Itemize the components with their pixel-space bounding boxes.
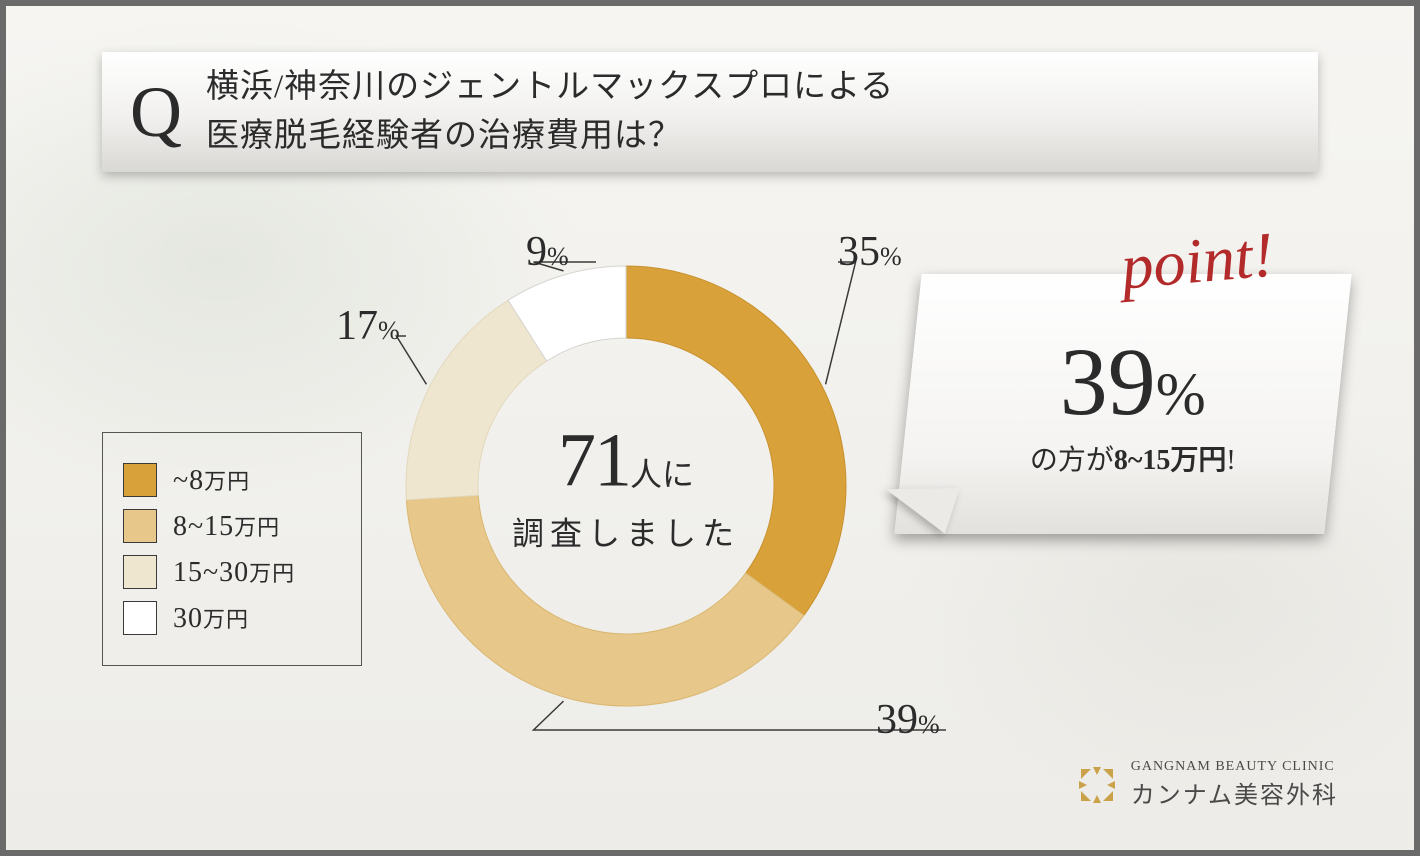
legend-row-2: 15~30万円 (123, 555, 341, 589)
infographic-frame: Q 横浜/神奈川のジェントルマックスプロによる医療脱毛経験者の治療費用は？ 71… (0, 0, 1420, 856)
legend-label: ~8万円 (173, 464, 250, 497)
slice-label-num: 35 (838, 229, 880, 275)
slice-label-gt30: 9% (526, 228, 569, 276)
slice-label-pct: % (547, 242, 569, 271)
legend-row-0: ~8万円 (123, 463, 341, 497)
question-marker: Q (130, 71, 182, 154)
point-big-num: 39 (1060, 328, 1156, 435)
legend-row-1: 8~15万円 (123, 509, 341, 543)
slice-label-num: 9 (526, 229, 547, 275)
legend-label: 8~15万円 (173, 510, 280, 543)
legend-label: 15~30万円 (173, 556, 295, 589)
center-count: 71 (558, 419, 630, 503)
point-callout: 39% の方が8~15万円! (894, 274, 1351, 534)
point-sub-prefix: の方が (1030, 445, 1114, 476)
center-suffix: 人に (630, 457, 694, 493)
center-line2: 調査しました (512, 509, 740, 555)
brand-mark-icon (1075, 763, 1119, 807)
point-percentage: 39% (958, 334, 1308, 430)
legend-label: 30万円 (173, 602, 249, 635)
legend-row-3: 30万円 (123, 601, 341, 635)
legend-swatch (123, 463, 157, 497)
question-text: 横浜/神奈川のジェントルマックスプロによる医療脱毛経験者の治療費用は？ (206, 63, 894, 162)
point-big-pct: % (1156, 361, 1206, 427)
donut-center: 71人に 調査しました (512, 418, 740, 555)
point-sub-suffix: ! (1226, 445, 1235, 476)
legend-swatch (123, 555, 157, 589)
slice-label-pct: % (378, 316, 400, 345)
slice-label-num: 39 (876, 697, 918, 743)
point-script-label: point! (1118, 217, 1277, 304)
slice-label-pct: % (918, 710, 940, 739)
brand-lockup: GANGNAM BEAUTY CLINIC カンナム美容外科 (1075, 759, 1338, 810)
slice-label-pct: % (880, 242, 902, 271)
legend-swatch (123, 509, 157, 543)
question-banner: Q 横浜/神奈川のジェントルマックスプロによる医療脱毛経験者の治療費用は？ (102, 52, 1318, 172)
donut-chart: 71人に 調査しました (376, 236, 876, 736)
slice-label-lt8: 35% (838, 228, 902, 276)
brand-en: GANGNAM BEAUTY CLINIC (1131, 759, 1338, 775)
point-subtext: の方が8~15万円! (958, 438, 1308, 478)
legend: ~8万円 8~15万円 15~30万円 30万円 (102, 432, 362, 666)
point-sub-em: 8~15万円 (1114, 445, 1227, 476)
slice-label-num: 17 (336, 303, 378, 349)
slice-label-8_15: 39% (876, 696, 940, 744)
legend-swatch (123, 601, 157, 635)
brand-jp: カンナム美容外科 (1131, 775, 1338, 810)
slice-label-15_30: 17% (336, 302, 400, 350)
